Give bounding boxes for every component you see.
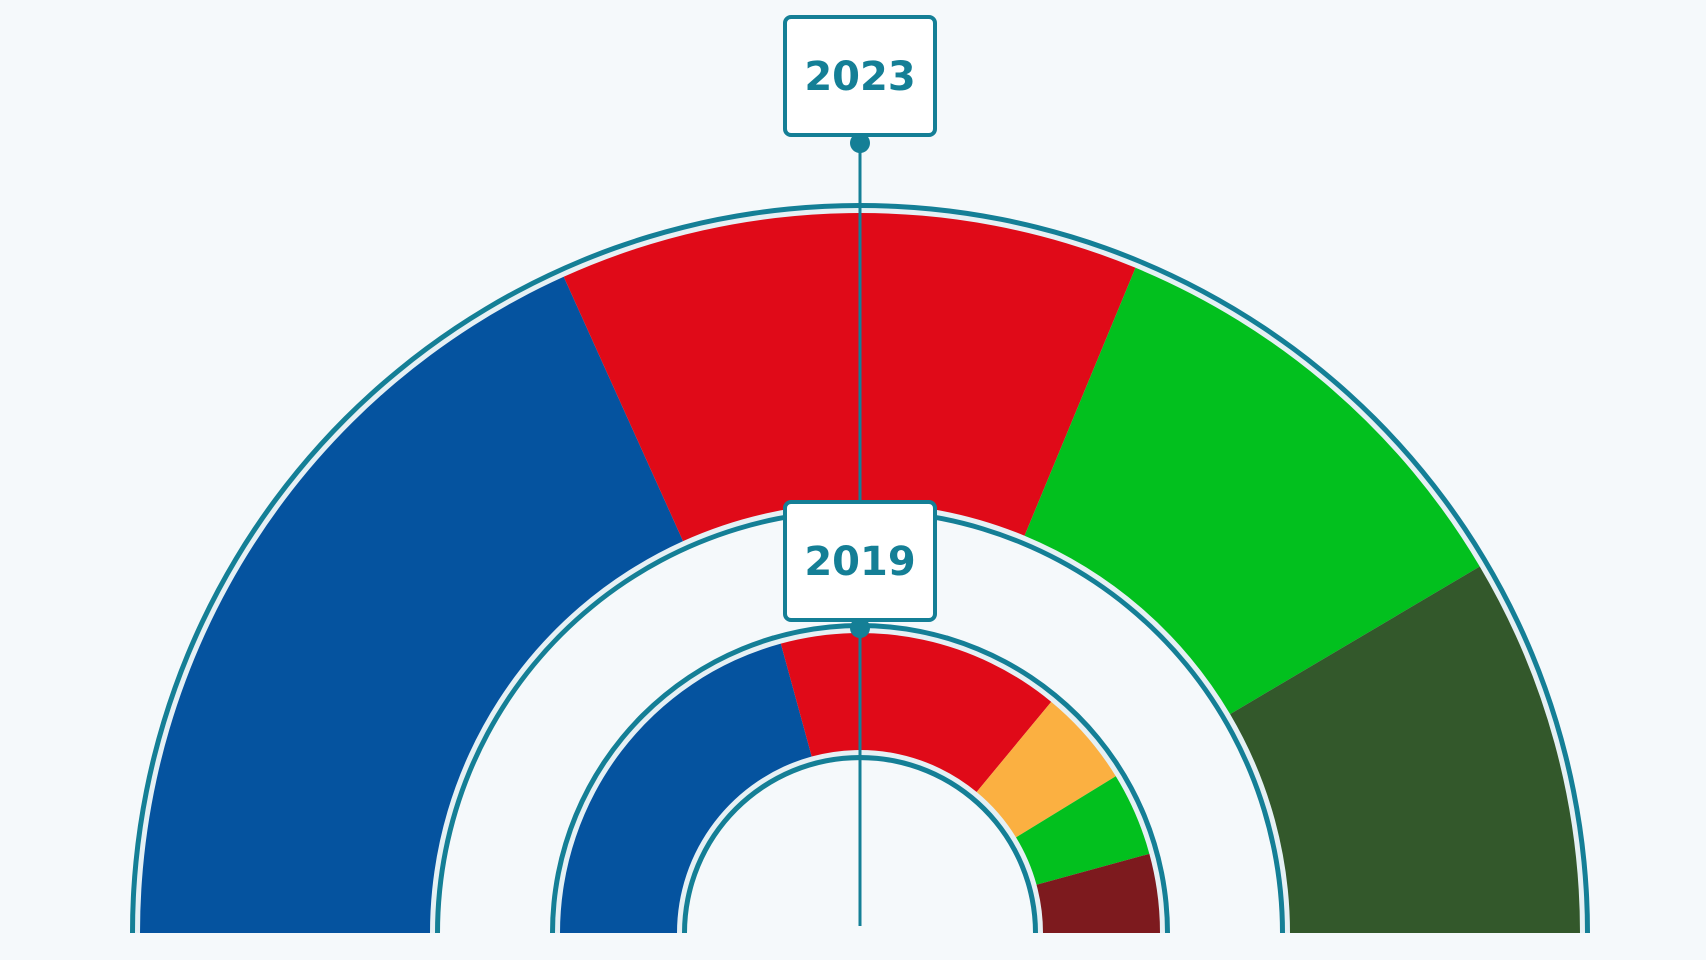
slice-2023-slice-4 — [1230, 566, 1580, 933]
slice-2019-slice-4 — [1016, 776, 1150, 885]
year-box-frame — [783, 500, 937, 622]
year-connectors — [850, 133, 870, 926]
slice-2019-slice-5 — [1036, 853, 1160, 933]
year-box-frame — [783, 15, 937, 137]
year-box-2019: 2019 — [783, 500, 937, 622]
slice-2023-slice-3 — [1024, 267, 1480, 715]
slice-2023-slice-2 — [563, 213, 1136, 542]
slice-2023-slice-1 — [140, 276, 684, 933]
chart-2023 — [130, 203, 1590, 933]
chart-2019 — [550, 623, 1170, 933]
year-label-2023: 2023 — [804, 54, 915, 100]
slice-2019-slice-1 — [560, 643, 812, 933]
connector-dot-2019 — [850, 618, 870, 638]
year-box-2023: 2023 — [783, 15, 937, 137]
connector-dot-2023 — [850, 133, 870, 153]
slice-2019-slice-2 — [780, 632, 1052, 792]
slice-2019-slice-3 — [976, 701, 1116, 838]
year-label-2019: 2019 — [804, 539, 915, 585]
